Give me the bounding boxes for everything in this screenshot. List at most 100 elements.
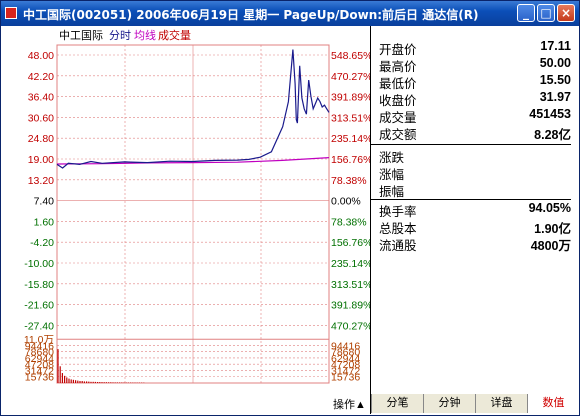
pct-change-label: 涨幅 [379,168,405,182]
stock-name-label: 中工国际 [59,29,103,42]
price-tick-label: 42.20 [28,71,54,83]
volume-tick-label: 31472 [331,365,360,377]
volume-bars [57,349,145,383]
price-tick-label: 7.40 [34,196,55,208]
close-row: 收盘价 31.97 [379,90,571,108]
total-shares-label: 总股本 [379,222,417,236]
volume-label: 成交量 [379,111,417,125]
price-tick-label: -4.20 [30,237,54,249]
close-value: 31.97 [539,90,571,104]
volume-tick-label: 15736 [25,372,54,384]
float-shares-value: 4800万 [530,239,571,253]
turnover-row: 换手率 94.05% [379,201,571,219]
percent-tick-label: 78.38% [331,175,367,187]
turnover-label: 换手率 [379,205,417,219]
tab-values[interactable]: 数值 [527,394,579,413]
percent-tick-label: 156.76% [331,237,370,249]
price-tick-label: 30.60 [28,112,54,124]
change-label: 涨跌 [379,151,405,165]
close-label: 收盘价 [379,94,417,108]
percent-tick-label: 391.89% [331,300,370,312]
change-row: 涨跌 [379,147,571,165]
price-line [56,49,330,169]
percent-tick-label: 78.38% [331,216,367,228]
high-row: 最高价 50.00 [379,56,571,74]
price-tick-label: 19.00 [28,154,54,166]
minimize-button[interactable]: _ [517,4,535,22]
volume-legend: 成交量 [158,28,191,42]
amplitude-label: 振幅 [379,185,405,199]
volume-tick-label: 62944 [25,353,54,365]
percent-tick-label: 313.51% [331,112,370,124]
window-title: 中工国际(002051) 2006年06月19日 星期一 PageUp/Down… [23,8,479,22]
float-shares-label: 流通股 [379,239,417,253]
amplitude-row: 振幅 [379,181,571,199]
close-button[interactable]: × [557,4,575,22]
panel-divider [370,26,371,414]
tab-ticks[interactable]: 分笔 [371,394,423,413]
percent-tick-label: 470.27% [331,320,370,332]
maximize-button[interactable]: □ [537,4,555,22]
volume-row: 成交量 451453 [379,107,571,125]
volume-value: 451453 [529,107,571,121]
float-shares-row: 流通股 4800万 [379,235,571,253]
amount-value: 8.28亿 [534,128,571,142]
quote-info-panel: 开盘价 17.11 最高价 50.00 最低价 15.50 收盘价 31.97 成交量 4… [371,35,571,395]
pct-change-row: 涨幅 [379,164,571,182]
volume-tick-label: 78680 [331,347,360,359]
high-label: 最高价 [379,60,417,74]
price-tick-label: 1.60 [34,216,55,228]
volume-tick-label: 47208 [331,359,360,371]
total-shares-row: 总股本 1.90亿 [379,218,571,236]
volume-tick-label: 31472 [25,365,54,377]
percent-tick-label: 548.65% [331,50,370,62]
grid-lines [56,44,330,384]
percent-tick-label: 156.76% [331,154,370,166]
open-row: 开盘价 17.11 [379,39,571,57]
volume-tick-label: 47208 [25,359,54,371]
volume-tick-label: 94416 [331,340,360,352]
price-tick-label: 48.00 [28,50,54,62]
turnover-value: 94.05% [528,201,571,215]
high-value: 50.00 [539,56,571,70]
chart-area[interactable]: 中工国际 分时 均线 成交量 48.00 42.20 36.40 30.60 24.80… [1,26,373,409]
timeshare-mode-label: 分时 [109,29,131,42]
percent-tick-label: 0.00% [331,196,361,208]
price-tick-label: -15.80 [24,279,54,291]
volume-tick-label: 11.0万 [24,334,54,346]
percent-tick-label: 235.14% [331,258,370,270]
app-icon [5,7,17,19]
divider [371,199,571,200]
intraday-chart[interactable]: 中工国际 分时 均线 成交量 48.00 42.20 36.40 30.60 24.80… [1,26,373,409]
volume-tick-label: 94416 [25,340,54,352]
tab-minutes[interactable]: 分钟 [423,394,475,413]
price-tick-label: 36.40 [28,92,54,104]
percent-axis: 548.65% 470.27% 391.89% 313.51% 235.14% 156.7… [331,50,372,332]
percent-tick-label: 235.14% [331,133,370,145]
open-value: 17.11 [540,39,571,53]
low-row: 最低价 15.50 [379,73,571,91]
price-axis: 48.00 42.20 36.40 30.60 24.80 19.00 13.20 7.40 1… [24,50,54,332]
price-tick-label: 13.20 [28,175,54,187]
low-label: 最低价 [379,77,417,91]
title-bar[interactable]: 中工国际(002051) 2006年06月19日 星期一 PageUp/Down… [1,1,579,26]
price-tick-label: -10.00 [24,258,54,270]
percent-tick-label: 313.51% [331,279,370,291]
price-tick-label: -21.60 [24,300,54,312]
volume-tick-label: 62944 [331,353,360,365]
percent-tick-label: 470.27% [331,71,370,83]
open-label: 开盘价 [379,43,417,57]
total-shares-value: 1.90亿 [534,222,571,236]
percent-tick-label: 391.89% [331,92,370,104]
avg-line-legend: 均线 [134,28,156,42]
volume-tick-label: 78680 [25,347,54,359]
divider [371,144,571,145]
operate-button[interactable]: 操作▲ [333,399,366,411]
amount-label: 成交额 [379,128,417,142]
amount-row: 成交额 8.28亿 [379,124,571,142]
price-tick-label: 24.80 [28,133,54,145]
tab-details[interactable]: 详盘 [475,394,527,413]
